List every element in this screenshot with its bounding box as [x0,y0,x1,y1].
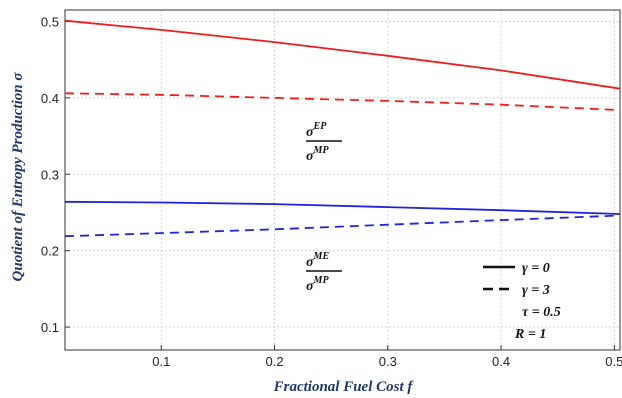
y-tick-label: 0.3 [41,167,59,182]
y-tick-label: 0.1 [41,320,59,335]
x-tick-label: 0.1 [152,354,170,369]
legend: γ = 0 γ = 3 τ = 0.5 R = 1 [483,261,561,342]
annotation-me-over-mp: σME σMP [306,251,342,294]
series-line-ep-dashed [64,92,621,111]
y-tick-label: 0.2 [41,244,59,259]
series-line-ep-solid [64,19,621,90]
series-layer [64,19,621,238]
ticks-layer: 0.1 0.2 0.3 0.4 0.5 0.1 0.2 0.3 0.4 0.5 [41,14,622,369]
x-tick-label: 0.5 [605,354,622,369]
series-line-me-dashed [64,214,621,238]
annotation-me-numerator: σME [306,251,329,270]
x-axis-label: Fractional Fuel Cost f [273,379,415,395]
x-tick-label: 0.3 [379,354,397,369]
annotation-ep-numerator: σEP [306,121,327,140]
grid-layer [65,10,620,350]
plot-frame [64,9,621,351]
legend-label-gamma-0: γ = 0 [522,261,550,276]
y-tick-label: 0.4 [41,91,59,106]
legend-label-gamma-3: γ = 3 [522,283,550,298]
annotation-ep-denominator: σMP [306,145,329,164]
annotation-ep-over-mp: σEP σMP [306,121,342,164]
y-tick-label: 0.5 [41,14,59,29]
y-axis-label: Quotient of Entropy Production σ [10,72,26,282]
legend-note-r: R = 1 [514,327,546,342]
x-tick-label: 0.4 [492,354,510,369]
series-line-me-solid [64,200,621,215]
legend-note-tau: τ = 0.5 [522,305,561,320]
x-tick-label: 0.2 [266,354,284,369]
annotation-me-denominator: σMP [306,275,329,294]
